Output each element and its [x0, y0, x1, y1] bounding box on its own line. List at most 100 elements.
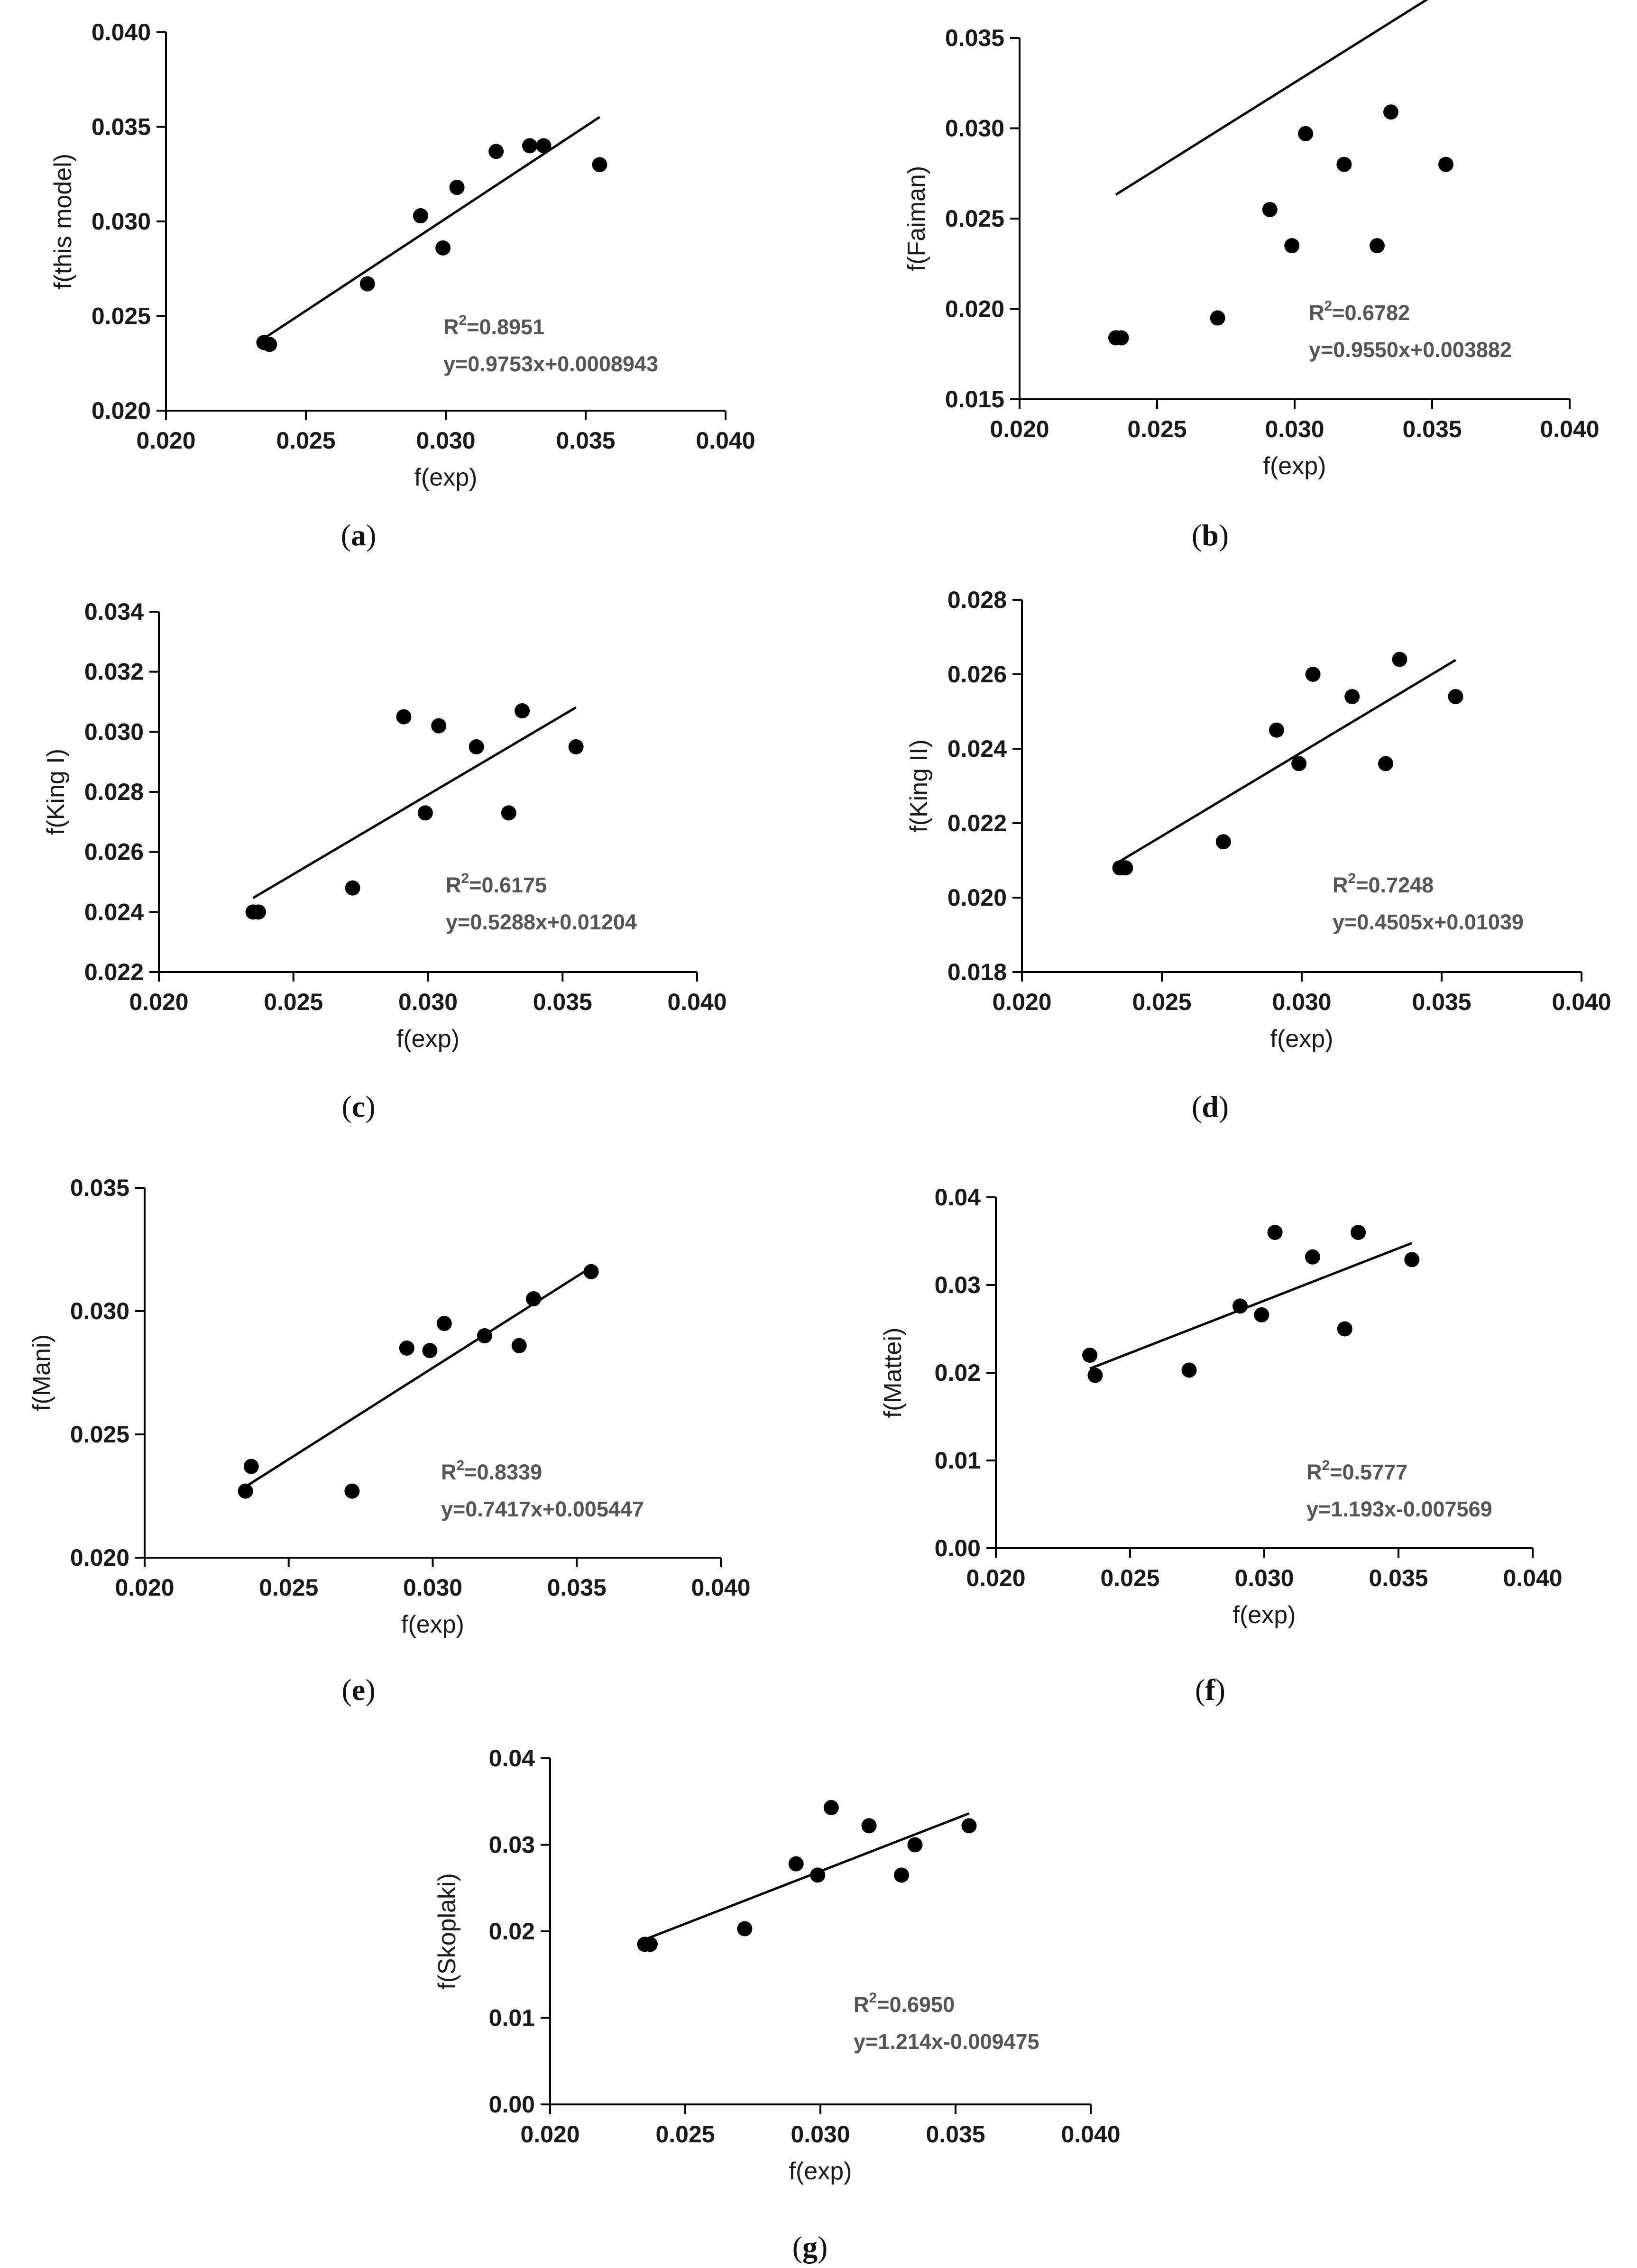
y-tick-label: 0.00	[489, 2091, 535, 2118]
regression-equation: y=0.4505x+0.01039	[1333, 910, 1524, 934]
y-tick-label: 0.01	[489, 2005, 535, 2031]
x-tick-label: 0.040	[1061, 2121, 1120, 2148]
y-tick-label: 0.04	[935, 1184, 981, 1211]
x-tick-label: 0.030	[416, 427, 475, 454]
data-point	[1448, 689, 1463, 705]
data-point	[1370, 238, 1385, 254]
data-point	[1254, 1307, 1269, 1322]
data-point	[1269, 722, 1284, 738]
data-point	[344, 1483, 360, 1499]
regression-equation: y=0.5288x+0.01204	[446, 910, 637, 934]
panel-caption: (b)	[1192, 518, 1229, 552]
y-tick-label: 0.020	[70, 1544, 129, 1571]
x-tick-label: 0.035	[1412, 989, 1471, 1015]
data-point	[435, 240, 451, 256]
y-tick-label: 0.03	[489, 1832, 535, 1858]
x-axis-label: f(exp)	[789, 2158, 852, 2185]
y-tick-label: 0.025	[70, 1421, 129, 1448]
data-point	[399, 1341, 414, 1356]
y-tick-label: 0.020	[92, 397, 151, 424]
y-tick-label: 0.022	[84, 959, 144, 985]
data-point	[823, 1800, 839, 1816]
y-axis-label: f(this model)	[49, 154, 77, 289]
data-point	[262, 337, 277, 352]
y-tick-label: 0.035	[70, 1175, 129, 1201]
panel-f: 0.020 0.025 0.030 0.035 0.040 0.00 0.01 0.02 0.0…	[879, 1184, 1563, 1707]
x-tick-label: 0.020	[115, 1574, 174, 1601]
data-point	[1305, 667, 1321, 682]
data-point	[396, 709, 412, 725]
data-point	[568, 739, 584, 754]
y-tick-label: 0.025	[945, 205, 1004, 232]
y-tick-label: 0.020	[947, 884, 1007, 911]
y-tick-label: 0.04	[489, 1745, 535, 1772]
r-squared-label: R2=0.7248	[1333, 871, 1434, 897]
data-point	[422, 1343, 438, 1359]
data-point	[861, 1818, 877, 1834]
y-tick-label: 0.030	[84, 718, 144, 745]
x-tick-label: 0.030	[403, 1574, 462, 1601]
data-point	[1210, 310, 1225, 326]
y-tick-label: 0.00	[935, 1535, 981, 1561]
data-point	[1181, 1362, 1197, 1378]
x-tick-label: 0.035	[547, 1574, 607, 1601]
data-point	[1082, 1348, 1098, 1363]
y-axis-label: f(Skoplaki)	[433, 1873, 461, 1990]
y-tick-label: 0.030	[92, 208, 151, 235]
data-point	[810, 1867, 826, 1883]
data-point	[238, 1483, 253, 1499]
y-tick-label: 0.015	[945, 386, 1004, 413]
regression-line	[263, 116, 600, 340]
x-tick-label: 0.035	[1402, 416, 1462, 442]
data-point	[1232, 1298, 1248, 1314]
panel-caption: (e)	[341, 1673, 375, 1707]
data-point	[243, 1459, 259, 1474]
y-tick-label: 0.030	[70, 1298, 129, 1324]
x-tick-label: 0.030	[1265, 416, 1324, 442]
x-tick-label: 0.020	[992, 989, 1051, 1015]
x-tick-label: 0.025	[1100, 1565, 1159, 1591]
y-tick-label: 0.034	[84, 598, 144, 625]
data-point	[526, 1291, 542, 1306]
y-tick-label: 0.022	[947, 810, 1007, 836]
data-point	[1438, 156, 1453, 172]
y-tick-label: 0.02	[489, 1918, 535, 1945]
data-point	[1113, 330, 1129, 346]
panel-caption: (c)	[341, 1090, 375, 1123]
x-tick-label: 0.035	[556, 427, 615, 454]
x-tick-label: 0.020	[966, 1565, 1025, 1591]
r-squared-label: R2=0.6950	[854, 1990, 955, 2017]
data-point	[1291, 756, 1307, 771]
y-tick-label: 0.02	[935, 1359, 981, 1386]
panel-g: 0.020 0.025 0.030 0.035 0.040 0.00 0.01 0.02 0.0…	[433, 1745, 1121, 2264]
data-point	[788, 1856, 804, 1872]
regression-equation: y=0.9550x+0.003882	[1309, 338, 1512, 362]
data-point	[469, 739, 484, 754]
panel-e: 0.020 0.025 0.030 0.035 0.040 0.020 0.025 0.030…	[28, 1175, 751, 1707]
y-tick-label: 0.028	[947, 587, 1007, 613]
r-squared-label: R2=0.6175	[446, 871, 547, 897]
data-point	[642, 1937, 658, 1952]
regression-equation: y=0.9753x+0.0008943	[443, 352, 658, 376]
y-tick-label: 0.024	[947, 735, 1007, 762]
x-tick-label: 0.030	[1272, 989, 1331, 1015]
data-point	[907, 1837, 923, 1853]
x-tick-label: 0.040	[1552, 989, 1611, 1015]
data-point	[1267, 1225, 1283, 1240]
y-axis-label: f(King II)	[905, 739, 933, 833]
data-point	[1118, 860, 1133, 876]
y-tick-label: 0.030	[945, 115, 1004, 142]
data-point	[1087, 1368, 1103, 1383]
panel-c: 0.020 0.025 0.030 0.035 0.040 0.022 0.024 0.026…	[42, 598, 727, 1123]
x-axis-label: f(exp)	[396, 1025, 460, 1053]
data-point	[592, 157, 607, 173]
y-tick-label: 0.025	[92, 303, 151, 330]
data-point	[1305, 1249, 1320, 1265]
x-tick-label: 0.025	[1132, 989, 1191, 1015]
x-axis-label: f(exp)	[401, 1611, 464, 1638]
x-tick-label: 0.025	[655, 2121, 715, 2148]
data-point	[511, 1338, 527, 1353]
x-tick-label: 0.040	[1503, 1565, 1562, 1591]
x-axis-label: f(exp)	[1270, 1025, 1334, 1053]
